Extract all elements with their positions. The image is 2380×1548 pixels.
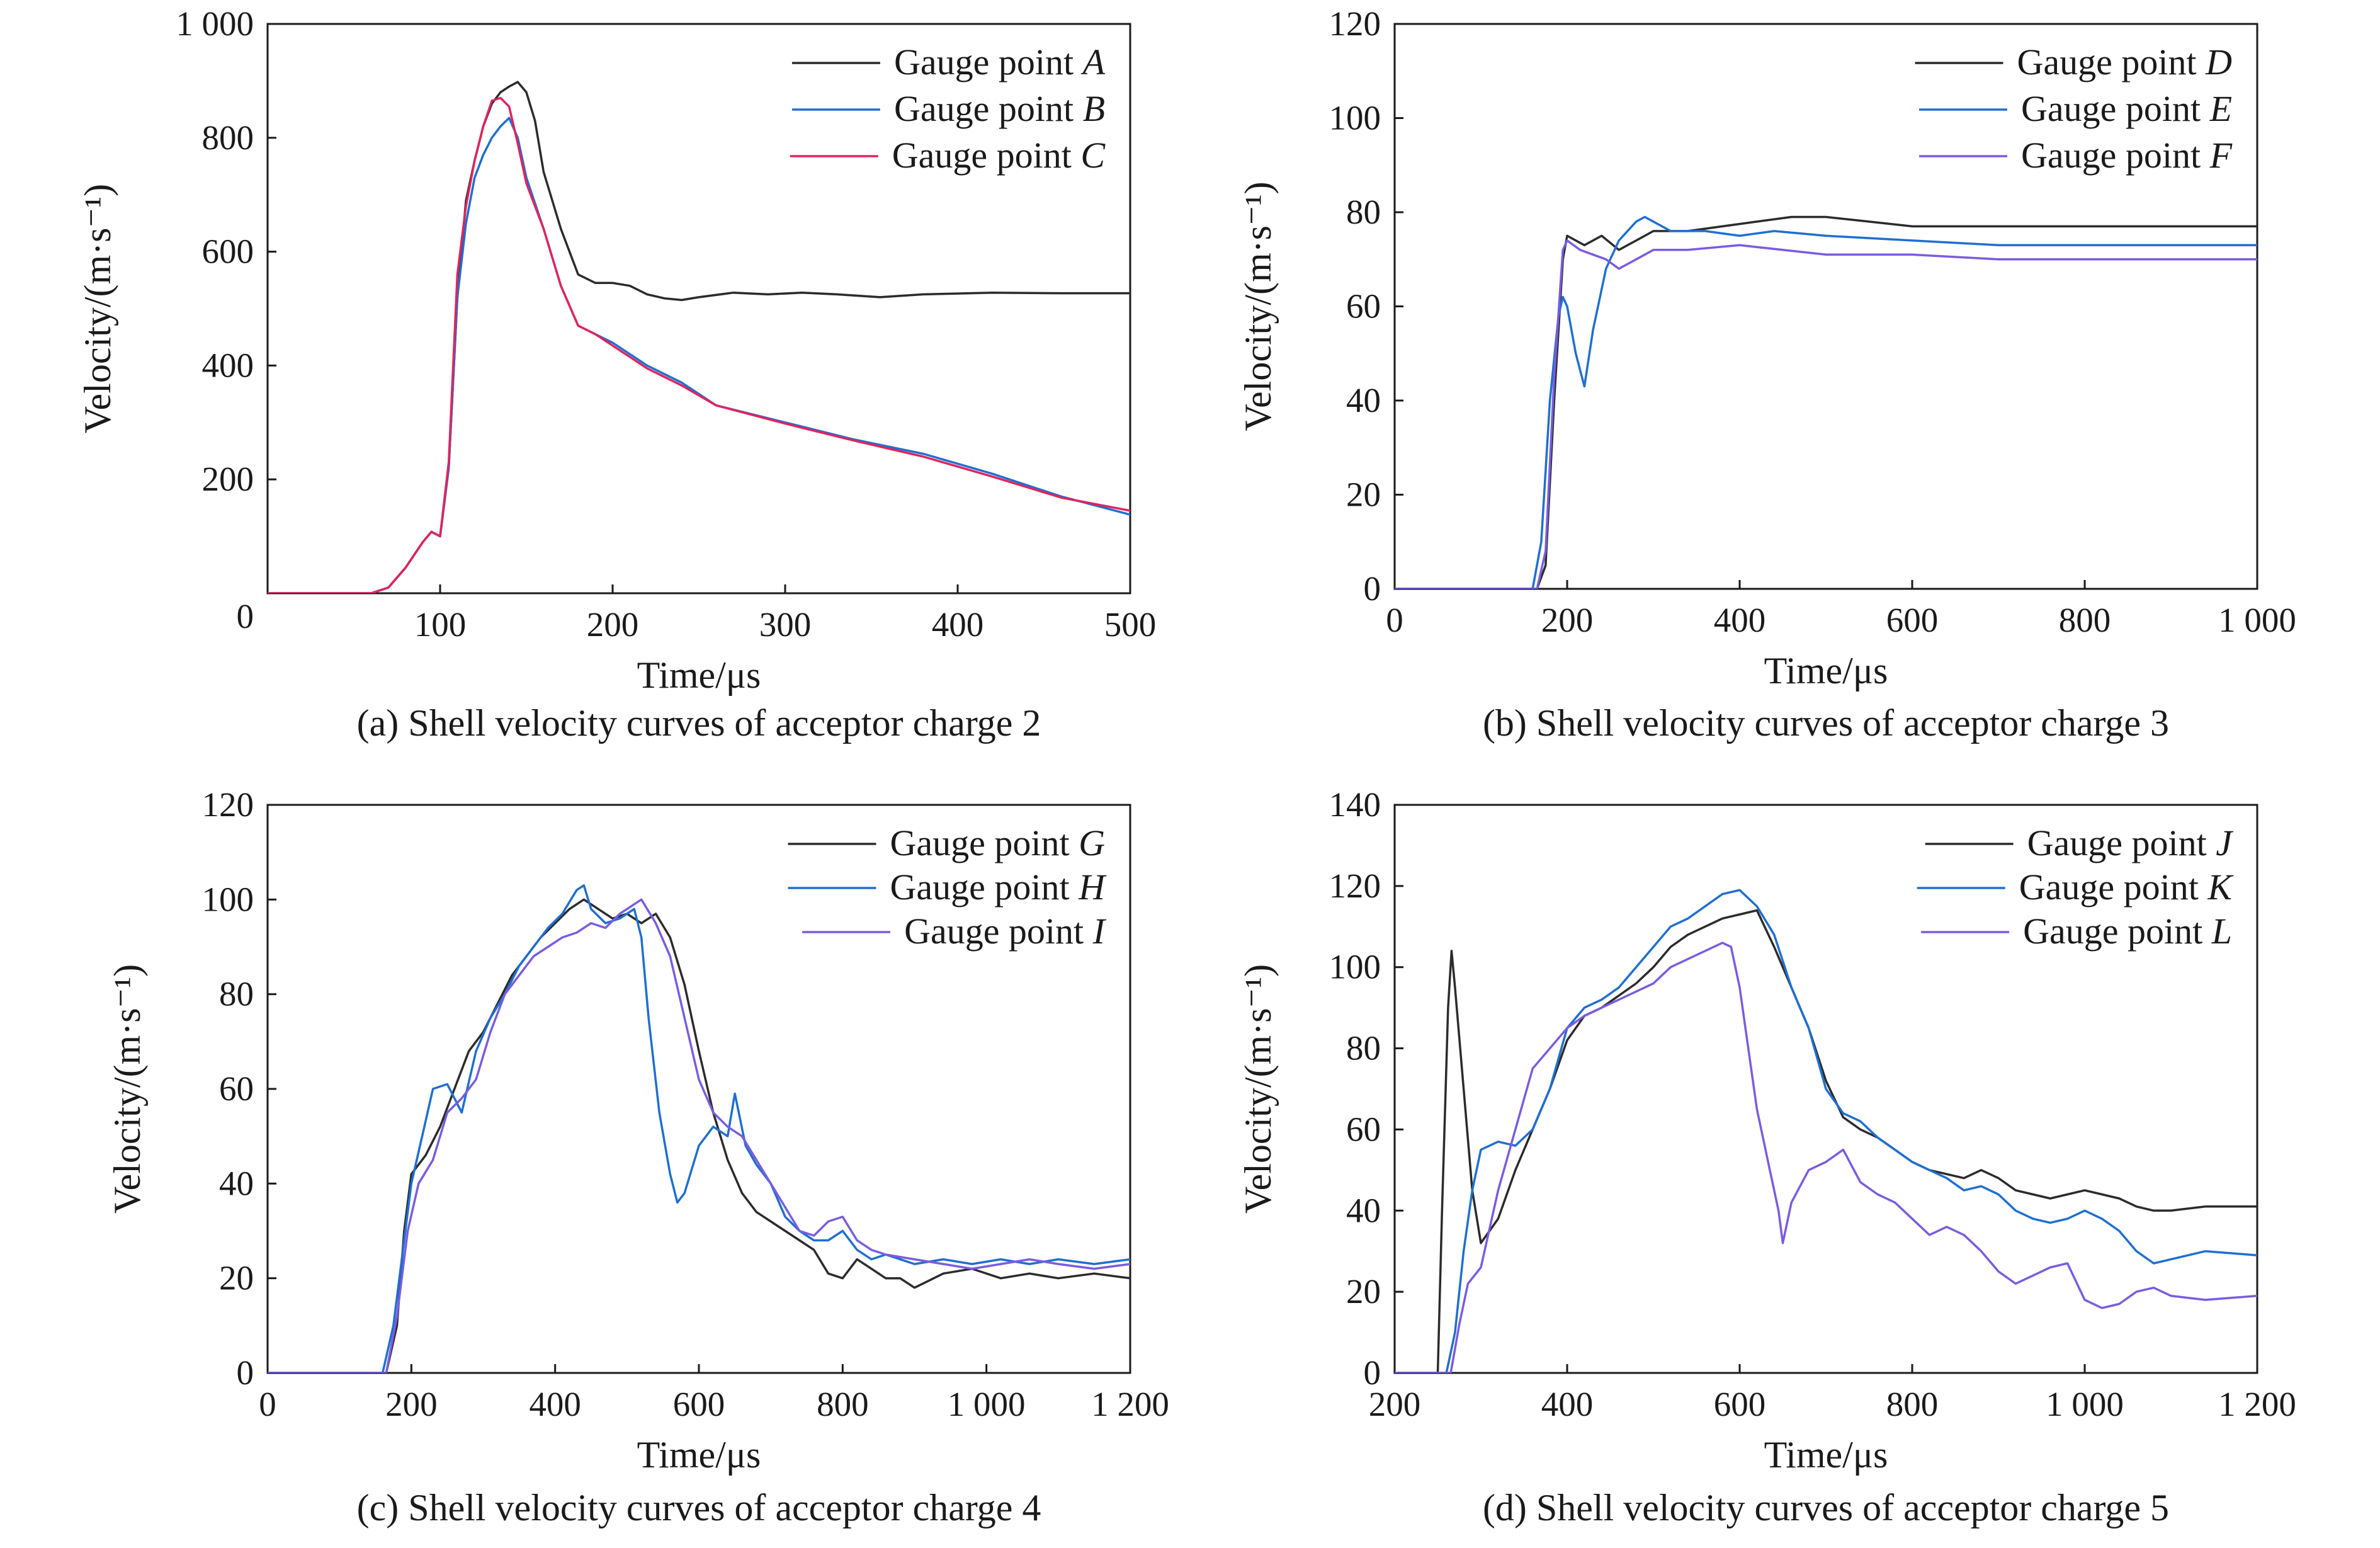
x-tick-label: 500 [1104,605,1157,644]
x-tick-label: 400 [529,1385,581,1423]
y-tick-label: 60 [1346,287,1381,326]
legend-entry-c: Gauge point C [892,135,1106,176]
y-tick-label: 20 [1346,475,1381,514]
y-tick-label: 40 [219,1164,254,1202]
plot-frame [266,23,1131,595]
y-tick-label: 40 [1346,1191,1381,1229]
legend-entry-k: Gauge point K [2019,867,2235,908]
x-axis-label: Time/μs [1764,650,1888,691]
x-tick-label: 600 [1886,601,1939,639]
legend-entry-b: Gauge point B [894,88,1105,129]
series-line-e [1395,215,2257,589]
y-tick-label: 20 [219,1259,254,1297]
x-tick-label: 600 [1714,1385,1766,1423]
y-tick-label: 20 [1346,1272,1381,1311]
chart-panel-2: 0 200 400 600 800 1 000 0 20 40 60 80 100 120 Time/μs… [1237,4,2296,744]
x-axis-label: Time/μs [1764,1434,1888,1476]
y-tick-label: 600 [202,232,254,271]
x-tick-label: 200 [1541,601,1594,639]
legend-entry-h: Gauge point H [890,867,1108,908]
legend-entry-g: Gauge point G [890,822,1106,863]
x-tick-label: 0 [1386,601,1403,639]
series-line-l [1395,942,2257,1373]
panel-caption: (c) Shell velocity curves of acceptor ch… [357,1487,1041,1528]
x-tick-label: 300 [759,605,812,644]
x-tick-label: 200 [1369,1385,1421,1423]
panel-caption: (d) Shell velocity curves of acceptor ch… [1483,1487,2169,1528]
y-tick-label: 200 [202,460,254,498]
x-tick-label: 200 [385,1385,438,1423]
x-tick-label: 400 [1714,601,1766,639]
x-tick-label: 1 000 [2046,1385,2124,1423]
chart-panel-3: 0 200 400 600 800 1 000 1 200 0 20 40 60 80 100 120 Ti… [106,785,1169,1528]
y-axis-label: Velocity/(m·s⁻¹) [77,184,118,433]
x-tick-label: 1 000 [948,1385,1026,1423]
y-tick-label: 100 [202,880,254,918]
series-line-g [268,898,1130,1373]
y-tick-label: 120 [1329,4,1381,43]
x-tick-label: 200 [587,605,639,644]
series-line-f [1395,239,2257,589]
y-tick-label: 400 [202,346,254,384]
y-tick-label: 1 000 [176,4,254,43]
y-axis-label: Velocity/(m·s⁻¹) [1237,964,1279,1214]
y-tick-label: 80 [219,975,254,1013]
legend-entry-d: Gauge point D [2017,42,2233,83]
x-tick-label: 0 [259,1385,276,1423]
series-line-h [268,884,1130,1373]
y-tick-label: 800 [202,118,254,157]
series-line-j [1395,909,2257,1373]
x-axis-label: Time/μs [637,654,761,696]
chart-panel-1: 100 200 300 400 500 0 200 400 600 800 1 000 Time/μs… [77,4,1156,744]
x-tick-label: 100 [414,605,467,644]
legend-entry-l: Gauge point L [2023,911,2232,952]
series-line-d [1395,215,2257,589]
panel-caption: (b) Shell velocity curves of acceptor ch… [1483,702,2169,744]
x-tick-label: 800 [2059,601,2111,639]
y-tick-label: 80 [1346,1029,1381,1067]
y-tick-label: 40 [1346,381,1381,419]
legend-entry-i: Gauge point I [904,911,1107,952]
x-tick-label: 1 000 [2218,601,2296,639]
x-tick-label: 400 [1541,1385,1594,1423]
legend-entry-f: Gauge point F [2021,135,2233,176]
y-tick-label: 80 [1346,193,1381,231]
series-line-k [1395,889,2257,1373]
y-axis-label: Velocity/(m·s⁻¹) [1237,181,1279,431]
x-tick-label: 600 [673,1385,725,1423]
series-line-b [268,117,1130,593]
y-tick-label: 60 [1346,1110,1381,1148]
y-tick-label: 60 [219,1069,254,1108]
series-line-c [268,96,1130,593]
legend-entry-j: Gauge point J [2027,822,2235,863]
y-tick-label: 120 [202,785,254,824]
y-tick-label: 120 [1329,867,1381,905]
legend-entry-a: Gauge point A [894,42,1106,83]
x-tick-label: 800 [1886,1385,1939,1423]
plot-frame [1393,804,2258,1374]
y-axis-label: Velocity/(m·s⁻¹) [106,964,148,1214]
chart-panel-4: 200 400 600 800 1 000 1 200 0 20 40 60 80 100 120 140… [1237,785,2296,1528]
x-tick-label: 800 [817,1385,869,1423]
x-tick-label: 1 200 [1091,1385,1169,1423]
x-axis-label: Time/μs [637,1434,761,1476]
panel-caption: (a) Shell velocity curves of acceptor ch… [357,702,1041,744]
y-tick-label: 100 [1329,948,1381,986]
legend-entry-e: Gauge point E [2021,88,2232,129]
series-line-i [268,898,1130,1373]
y-tick-label: 0 [237,1353,254,1392]
y-tick-label: 140 [1329,785,1381,824]
y-tick-label: 100 [1329,99,1381,137]
y-tick-label: 0 [1364,1353,1381,1392]
y-tick-label: 0 [237,597,254,635]
x-tick-label: 1 200 [2218,1385,2296,1423]
x-tick-label: 400 [932,605,984,644]
y-tick-label: 0 [1364,569,1381,608]
